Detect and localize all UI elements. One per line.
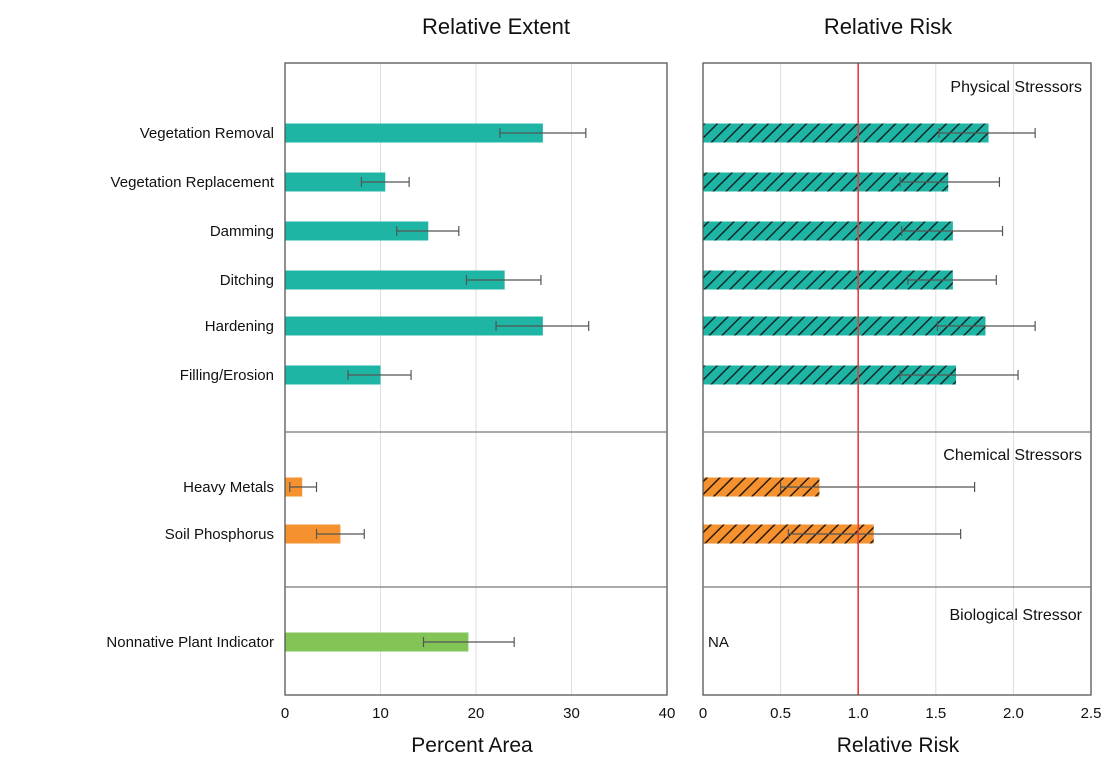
extent-x-tick-label: 40 [659, 705, 676, 722]
risk-x-tick-label: 2.0 [1003, 705, 1024, 722]
group-label-biological-stressor: Biological Stressor [950, 607, 1083, 624]
risk-bar-filling-erosion [703, 365, 956, 385]
extent-x-tick-label: 30 [563, 705, 580, 722]
category-label-vegetation-replacement: Vegetation Replacement [111, 174, 275, 191]
risk-x-tick-label: 0.5 [770, 705, 791, 722]
extent-panel-frame [284, 62, 668, 696]
risk-x-tick-label: 0 [699, 705, 707, 722]
extent-bar-damming [285, 221, 429, 241]
risk-bar-vegetation-removal [703, 123, 989, 143]
risk-panel-title: Relative Risk [824, 14, 953, 39]
risk-bar-vegetation-replacement [703, 172, 949, 192]
group-label-physical-stressors: Physical Stressors [950, 79, 1082, 96]
category-label-soil-phosphorus: Soil Phosphorus [165, 526, 274, 543]
category-label-hardening: Hardening [205, 318, 274, 335]
risk-x-tick-label: 2.5 [1081, 705, 1102, 722]
category-label-ditching: Ditching [220, 272, 274, 289]
extent-bar-nonnative-plant-indicator [285, 632, 469, 652]
extent-bar-filling-erosion [285, 365, 381, 385]
category-label-vegetation-removal: Vegetation Removal [140, 125, 274, 142]
risk-x-tick-label: 1.5 [925, 705, 946, 722]
risk-bar-heavy-metals [703, 477, 820, 497]
category-label-nonnative-plant-indicator: Nonnative Plant Indicator [106, 634, 274, 651]
na-label: NA [708, 634, 729, 651]
category-label-damming: Damming [210, 223, 274, 240]
risk-x-axis-label: Relative Risk [837, 734, 960, 757]
extent-bar-vegetation-replacement [285, 172, 386, 192]
risk-panel-frame [702, 62, 1092, 696]
category-label-heavy-metals: Heavy Metals [183, 479, 274, 496]
category-label-filling-erosion: Filling/Erosion [180, 367, 274, 384]
extent-bar-ditching [285, 270, 505, 290]
extent-x-tick-label: 0 [281, 705, 289, 722]
risk-bar-hardening [703, 316, 986, 336]
extent-bar-soil-phosphorus [285, 524, 341, 544]
extent-x-tick-label: 20 [468, 705, 485, 722]
risk-x-tick-label: 1.0 [848, 705, 869, 722]
group-label-chemical-stressors: Chemical Stressors [943, 447, 1082, 464]
extent-panel-title: Relative Extent [422, 14, 570, 39]
extent-x-tick-label: 10 [372, 705, 389, 722]
extent-x-axis-label: Percent Area [411, 734, 533, 757]
risk-bar-damming [703, 221, 953, 241]
risk-bar-ditching [703, 270, 953, 290]
extent-bar-vegetation-removal [285, 123, 543, 143]
extent-bar-hardening [285, 316, 543, 336]
